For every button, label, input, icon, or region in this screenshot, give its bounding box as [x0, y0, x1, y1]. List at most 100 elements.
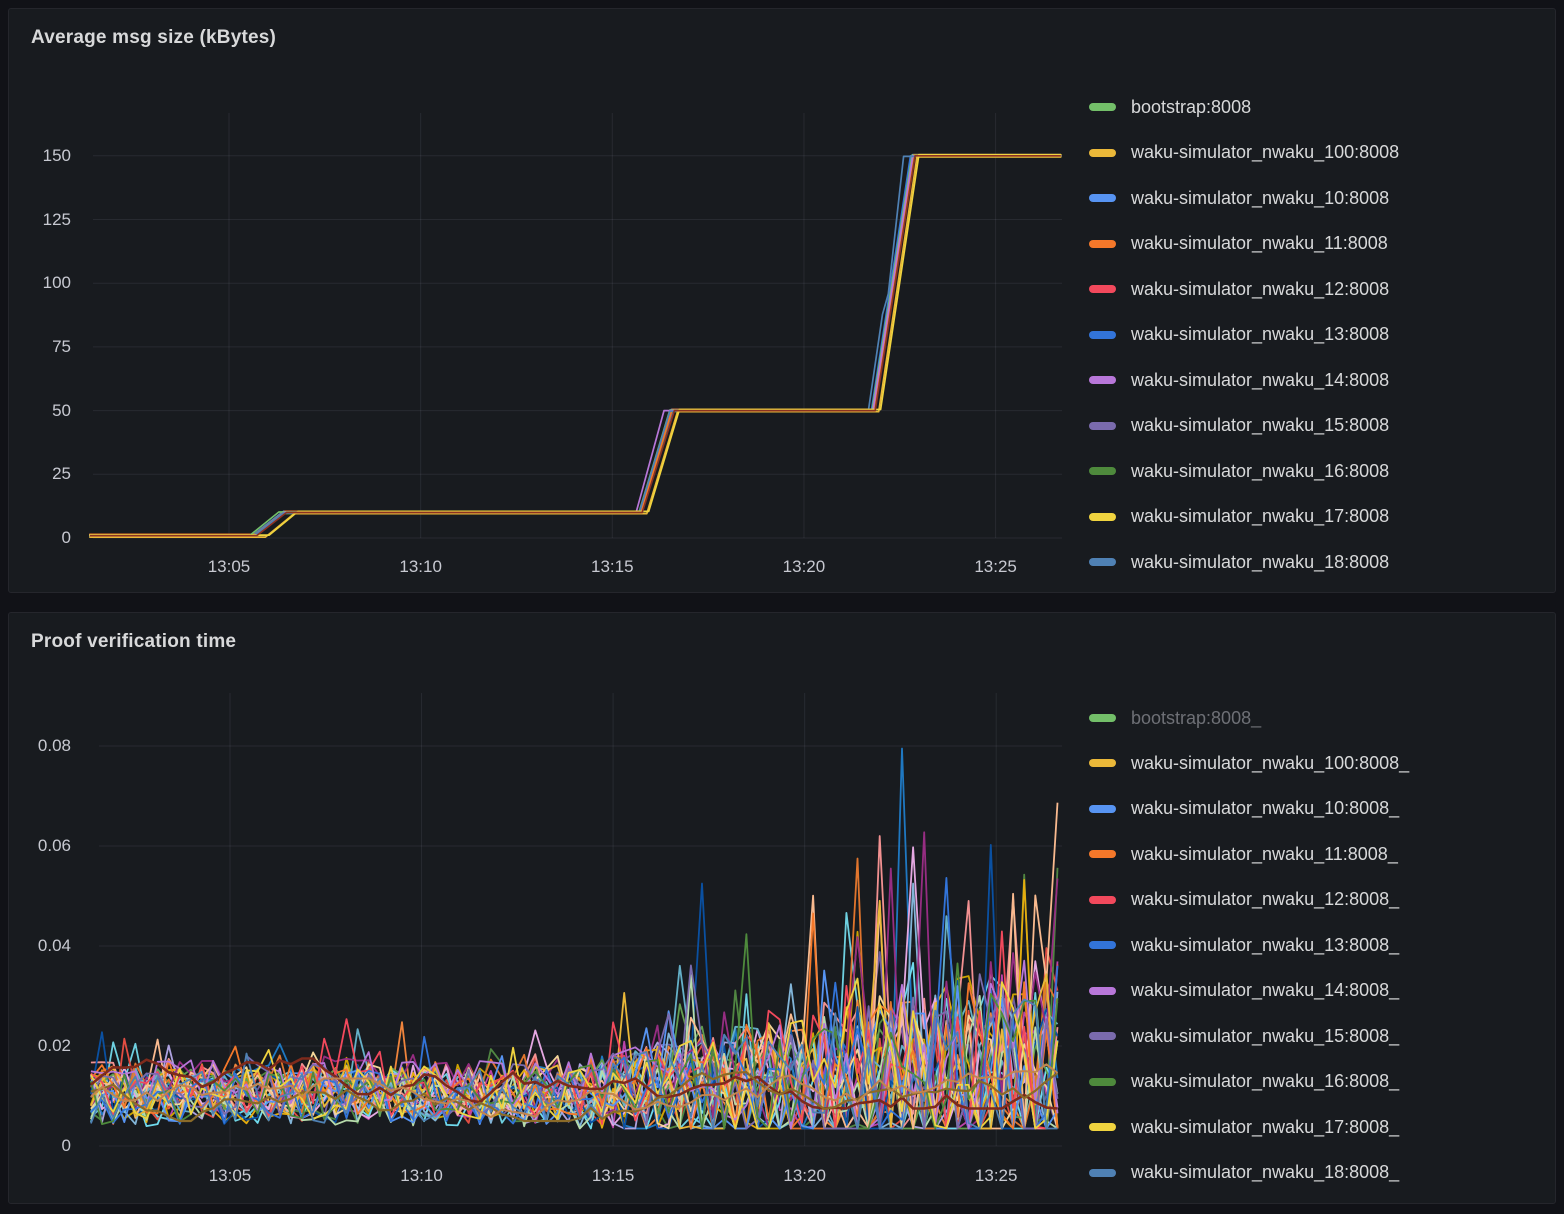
legend-label: waku-simulator_nwaku_100:8008	[1131, 142, 1400, 162]
legend-item-waku-simulator_nwaku_17:8008_[interactable]: waku-simulator_nwaku_17:8008_	[1089, 1115, 1399, 1139]
legend-swatch	[1089, 714, 1116, 722]
legend-item-waku-simulator_nwaku_16:8008_[interactable]: waku-simulator_nwaku_16:8008_	[1089, 1070, 1399, 1094]
panel-title-avg-msg-size[interactable]: Average msg size (kBytes)	[31, 27, 277, 48]
legend-item-waku-simulator_nwaku_100:8008_[interactable]: waku-simulator_nwaku_100:8008_	[1089, 751, 1409, 775]
legend-swatch	[1089, 850, 1116, 859]
legend-swatch	[1089, 194, 1116, 202]
panel-proof-verification-time: Proof verification time bootstrap:8008_w…	[8, 612, 1556, 1204]
legend-label: waku-simulator_nwaku_15:8008_	[1131, 1025, 1400, 1046]
y-axis-tick: 0.04	[37, 936, 71, 955]
legend-label: waku-simulator_nwaku_13:8008	[1131, 324, 1390, 344]
legend-label: waku-simulator_nwaku_17:8008	[1131, 506, 1390, 526]
y-axis-tick: 0.06	[37, 836, 71, 855]
panel-title-proof-verification-time[interactable]: Proof verification time	[31, 631, 237, 652]
x-axis-tick: 13:20	[783, 1166, 826, 1185]
legend-item-waku-simulator_nwaku_14:8008_[interactable]: waku-simulator_nwaku_14:8008_	[1089, 979, 1399, 1003]
legend-item-waku-simulator_nwaku_18:8008_[interactable]: waku-simulator_nwaku_18:8008_	[1089, 1161, 1399, 1185]
legend-swatch	[1089, 804, 1116, 813]
legend-swatch	[1089, 1032, 1116, 1041]
series-line-waku-simulator_nwaku_12:8008	[89, 154, 1062, 536]
legend-item-waku-simulator_nwaku_11:8008[interactable]: waku-simulator_nwaku_11:8008	[1089, 232, 1388, 256]
legend-swatch	[1089, 330, 1116, 339]
y-axis-tick: 125	[42, 209, 71, 229]
y-axis-tick: 0.08	[37, 736, 71, 755]
legend-swatch	[1089, 1123, 1116, 1132]
y-axis-tick: 25	[52, 464, 71, 484]
series-line-waku-simulator_nwaku_10:8008	[89, 153, 1062, 536]
series-line-node-maroon	[90, 1057, 1058, 1110]
legend-item-waku-simulator_nwaku_10:8008_[interactable]: waku-simulator_nwaku_10:8008_	[1089, 797, 1399, 821]
legend-label: waku-simulator_nwaku_18:8008	[1131, 551, 1390, 572]
y-axis-tick: 0	[61, 528, 71, 547]
legend-item-bootstrap:8008_[interactable]: bootstrap:8008_	[1089, 706, 1261, 730]
legend-item-bootstrap:8008[interactable]: bootstrap:8008	[1089, 95, 1251, 119]
legend-swatch	[1089, 1168, 1116, 1177]
legend-item-waku-simulator_nwaku_13:8008[interactable]: waku-simulator_nwaku_13:8008	[1089, 323, 1389, 347]
legend-swatch	[1089, 285, 1116, 293]
legend-item-waku-simulator_nwaku_14:8008[interactable]: waku-simulator_nwaku_14:8008	[1089, 368, 1389, 392]
gridlines	[93, 113, 1062, 539]
series-line-waku-simulator_nwaku_13:8008	[89, 154, 1062, 537]
legend-label: waku-simulator_nwaku_15:8008	[1131, 415, 1390, 435]
legend-item-waku-simulator_nwaku_10:8008[interactable]: waku-simulator_nwaku_10:8008	[1089, 186, 1389, 210]
series-line-waku-simulator_nwaku_17:8008	[89, 153, 1062, 536]
legend-item-waku-simulator_nwaku_15:8008_[interactable]: waku-simulator_nwaku_15:8008_	[1089, 1024, 1399, 1048]
legend-swatch	[1089, 986, 1116, 995]
legend-label: waku-simulator_nwaku_18:8008_	[1131, 1162, 1400, 1182]
legend-item-waku-simulator_nwaku_100:8008[interactable]: waku-simulator_nwaku_100:8008	[1089, 141, 1399, 165]
legend-label: waku-simulator_nwaku_14:8008	[1131, 369, 1390, 390]
legend-item-waku-simulator_nwaku_12:8008_[interactable]: waku-simulator_nwaku_12:8008_	[1089, 888, 1399, 912]
series-line-node-tan	[90, 1063, 1059, 1118]
x-axis-tick: 13:05	[207, 557, 251, 576]
y-axis-tick: 0.02	[37, 1036, 71, 1055]
legend-label: waku-simulator_nwaku_13:8008_	[1131, 934, 1400, 955]
legend-item-waku-simulator_nwaku_16:8008[interactable]: waku-simulator_nwaku_16:8008	[1089, 459, 1389, 483]
chart-proof-verification-time[interactable]	[9, 613, 1555, 1203]
x-axis-tick: 13:25	[974, 557, 1017, 576]
x-axis-tick: 13:15	[591, 557, 634, 576]
panel-avg-msg-size: Average msg size (kBytes) bootstrap:8008…	[8, 8, 1556, 593]
legend-item-waku-simulator_nwaku_17:8008[interactable]: waku-simulator_nwaku_17:8008	[1089, 505, 1389, 529]
legend-item-waku-simulator_nwaku_11:8008_[interactable]: waku-simulator_nwaku_11:8008_	[1089, 842, 1398, 866]
legend-item-waku-simulator_nwaku_13:8008_[interactable]: waku-simulator_nwaku_13:8008_	[1089, 933, 1399, 957]
series-line-waku-simulator_nwaku_15:8008	[89, 155, 1062, 537]
legend-swatch	[1089, 467, 1116, 475]
series-line-overlapping-nodes	[89, 154, 1061, 537]
x-axis-tick: 13:10	[400, 1166, 443, 1185]
legend-label: waku-simulator_nwaku_16:8008	[1131, 460, 1390, 481]
legend-label: bootstrap:8008_	[1131, 707, 1262, 728]
y-axis-tick: 50	[52, 400, 71, 420]
legend-label: waku-simulator_nwaku_14:8008_	[1131, 980, 1400, 1001]
legend-label: waku-simulator_nwaku_11:8008_	[1131, 843, 1398, 864]
legend-label: waku-simulator_nwaku_10:8008_	[1131, 798, 1400, 819]
chart-avg-msg-size[interactable]	[9, 9, 1555, 592]
series-line-waku-simulator_nwaku_18:8008_	[90, 998, 1058, 1130]
y-axis-tick: 100	[42, 273, 71, 293]
legend-item-waku-simulator_nwaku_12:8008[interactable]: waku-simulator_nwaku_12:8008	[1089, 277, 1389, 301]
legend-swatch	[1089, 239, 1116, 248]
legend-label: waku-simulator_nwaku_12:8008_	[1131, 889, 1400, 910]
legend-swatch	[1089, 421, 1116, 430]
legend-label: waku-simulator_nwaku_11:8008	[1131, 233, 1388, 253]
x-axis-tick: 13:10	[399, 557, 442, 576]
legend-swatch	[1089, 759, 1116, 768]
y-axis-tick: 150	[42, 145, 71, 165]
series-line-waku-simulator_nwaku_15:8008_	[90, 964, 1059, 1130]
series-line-bootstrap:8008	[89, 154, 1062, 537]
x-axis-tick: 13:05	[208, 1166, 252, 1185]
legend-swatch	[1089, 941, 1116, 950]
series-line-waku-simulator_nwaku_14:8008	[89, 154, 1062, 537]
y-axis-tick: 0	[61, 1136, 71, 1155]
legend-proof-verification-time: bootstrap:8008_ waku-simulator_nwaku_100:…	[9, 613, 1555, 1203]
legend-swatch	[1089, 148, 1116, 157]
y-axis-tick: 75	[52, 336, 71, 356]
series-line-waku-simulator_nwaku_14:8008_	[90, 959, 1059, 1130]
series-line-node-olive	[90, 1071, 1059, 1123]
series-line-waku-simulator_nwaku_18:8008	[89, 155, 1062, 537]
legend-avg-msg-size: bootstrap:8008 waku-simulator_nwaku_100:8…	[9, 9, 1555, 592]
legend-label: bootstrap:8008	[1131, 96, 1252, 117]
series-line-waku-simulator_nwaku_17:8008_	[90, 977, 1059, 1130]
legend-item-waku-simulator_nwaku_15:8008[interactable]: waku-simulator_nwaku_15:8008	[1089, 414, 1389, 438]
legend-item-waku-simulator_nwaku_18:8008[interactable]: waku-simulator_nwaku_18:8008	[1089, 550, 1389, 574]
